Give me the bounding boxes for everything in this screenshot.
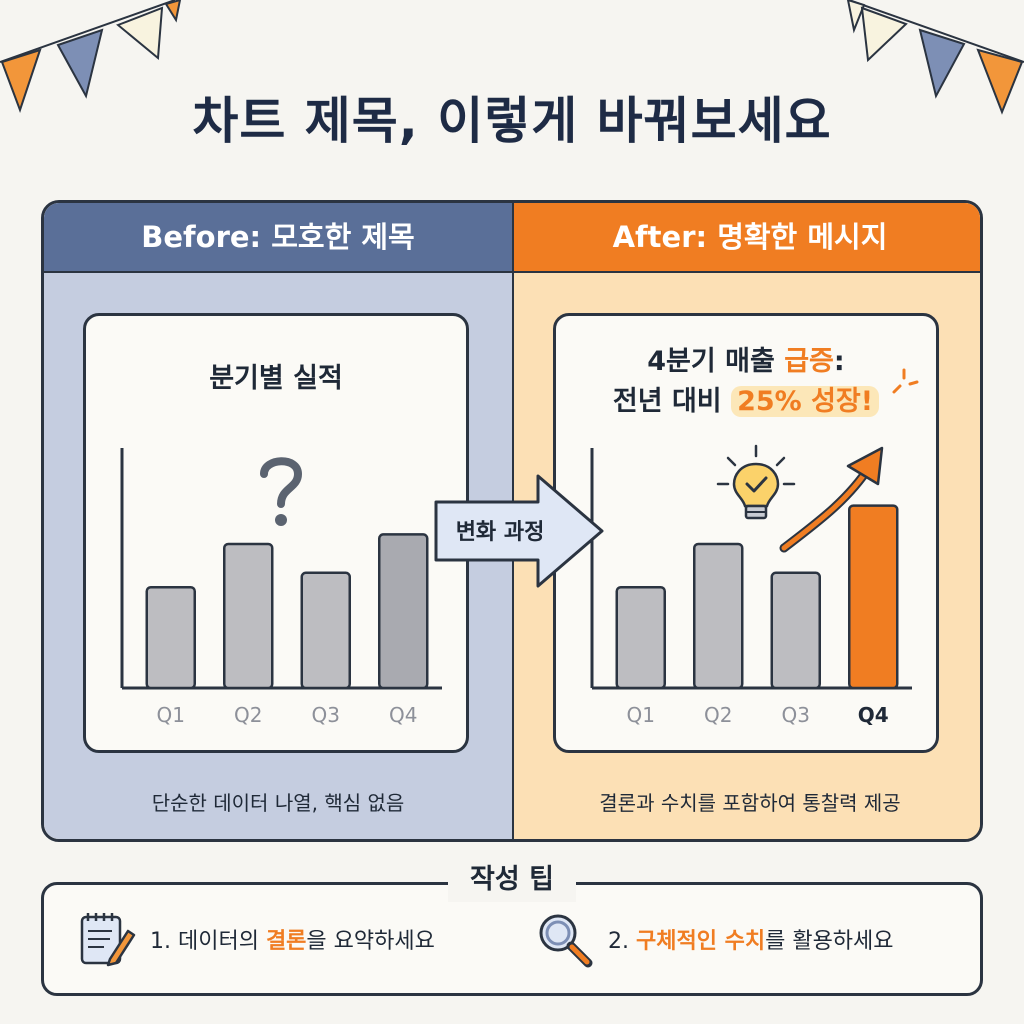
- after-bar-q3: [770, 571, 821, 690]
- tip-text-1: 1. 데이터의 결론을 요약하세요: [150, 923, 435, 955]
- tip-2-suffix: 를 활용하세요: [765, 929, 894, 954]
- tip-item-2: 2. 구체적인 수치를 활용하세요: [534, 885, 894, 993]
- notepad-pencil-icon: [80, 913, 136, 967]
- tips-title: 작성 팁: [448, 858, 576, 902]
- after-tick-label-q2: Q2: [704, 703, 732, 727]
- after-tick-label-q1: Q1: [627, 703, 655, 727]
- before-bar-q2: [223, 542, 274, 690]
- after-tick-label-q3: Q3: [782, 703, 810, 727]
- magnifier-icon: [539, 914, 593, 968]
- after-header: After: 명확한 메시지: [514, 203, 980, 273]
- headline-text-2: 전년 대비: [612, 386, 732, 417]
- tips-title-wrap: 작성 팁: [0, 858, 1024, 902]
- before-chart-title: 분기별 실적: [209, 363, 343, 394]
- before-tick-label-q1: Q1: [157, 703, 185, 727]
- after-bar-q4: [848, 504, 899, 690]
- before-bar-q1: [145, 585, 196, 690]
- tip-1-suffix: 을 요약하세요: [306, 929, 435, 954]
- bunting-decoration-left: [0, 0, 182, 113]
- tip-1-highlight: 결론: [265, 929, 307, 954]
- transition-arrow: 변화 과정: [434, 474, 604, 588]
- before-tick-label-q2: Q2: [234, 703, 262, 727]
- before-panel: Before: 모호한 제목 분기별 실적 Q1 Q2 Q3 Q4 단순한 데이터 나…: [44, 203, 514, 839]
- after-bar-q1: [615, 585, 666, 690]
- before-bar-chart: Q1 Q2 Q3 Q4: [120, 448, 442, 727]
- trend-arrow-icon: [779, 446, 884, 553]
- bunting-decoration-right: [846, 0, 1024, 115]
- before-chart-card: 분기별 실적 Q1 Q2 Q3 Q4: [83, 313, 469, 753]
- tip-2-prefix: 2.: [608, 929, 636, 954]
- main-title: 차트 제목, 이렇게 바꿔보세요: [192, 92, 832, 150]
- after-tick-label-q4: Q4: [858, 703, 889, 727]
- before-header: Before: 모호한 제목: [44, 203, 512, 273]
- question-mark-icon: [260, 457, 303, 526]
- after-bar-chart: Q1 Q2 Q3 Q4: [590, 448, 912, 727]
- lightbulb-check-icon: [716, 444, 796, 520]
- before-bar-q3: [300, 571, 351, 690]
- headline-text: 4분기 매출: [647, 346, 785, 377]
- before-tick-label-q3: Q3: [312, 703, 340, 727]
- after-chart-card: 4분기 매출 급증: 전년 대비 25% 성장! Q1 Q2 Q3 Q4: [553, 313, 939, 753]
- tip-text-2: 2. 구체적인 수치를 활용하세요: [608, 923, 894, 955]
- headline-highlight: 급증: [784, 346, 834, 377]
- tip-item-1: 1. 데이터의 결론을 요약하세요: [76, 885, 435, 993]
- tip-2-highlight: 구체적인 수치: [635, 929, 766, 954]
- after-chart-headline: 4분기 매출 급증: 전년 대비 25% 성장!: [556, 342, 936, 422]
- after-caption: 결론과 수치를 포함하여 통찰력 제공: [599, 791, 901, 815]
- before-caption: 단순한 데이터 나열, 핵심 없음: [151, 791, 405, 815]
- before-bar-q4: [378, 533, 429, 690]
- after-bar-q2: [693, 542, 744, 690]
- transition-label: 변화 과정: [456, 520, 545, 545]
- headline-colon: :: [833, 346, 845, 377]
- tip-1-prefix: 1. 데이터의: [150, 929, 266, 954]
- sparkle-icon: [892, 368, 919, 394]
- headline-growth-highlight: 25% 성장!: [731, 386, 880, 417]
- before-tick-label-q4: Q4: [389, 703, 417, 727]
